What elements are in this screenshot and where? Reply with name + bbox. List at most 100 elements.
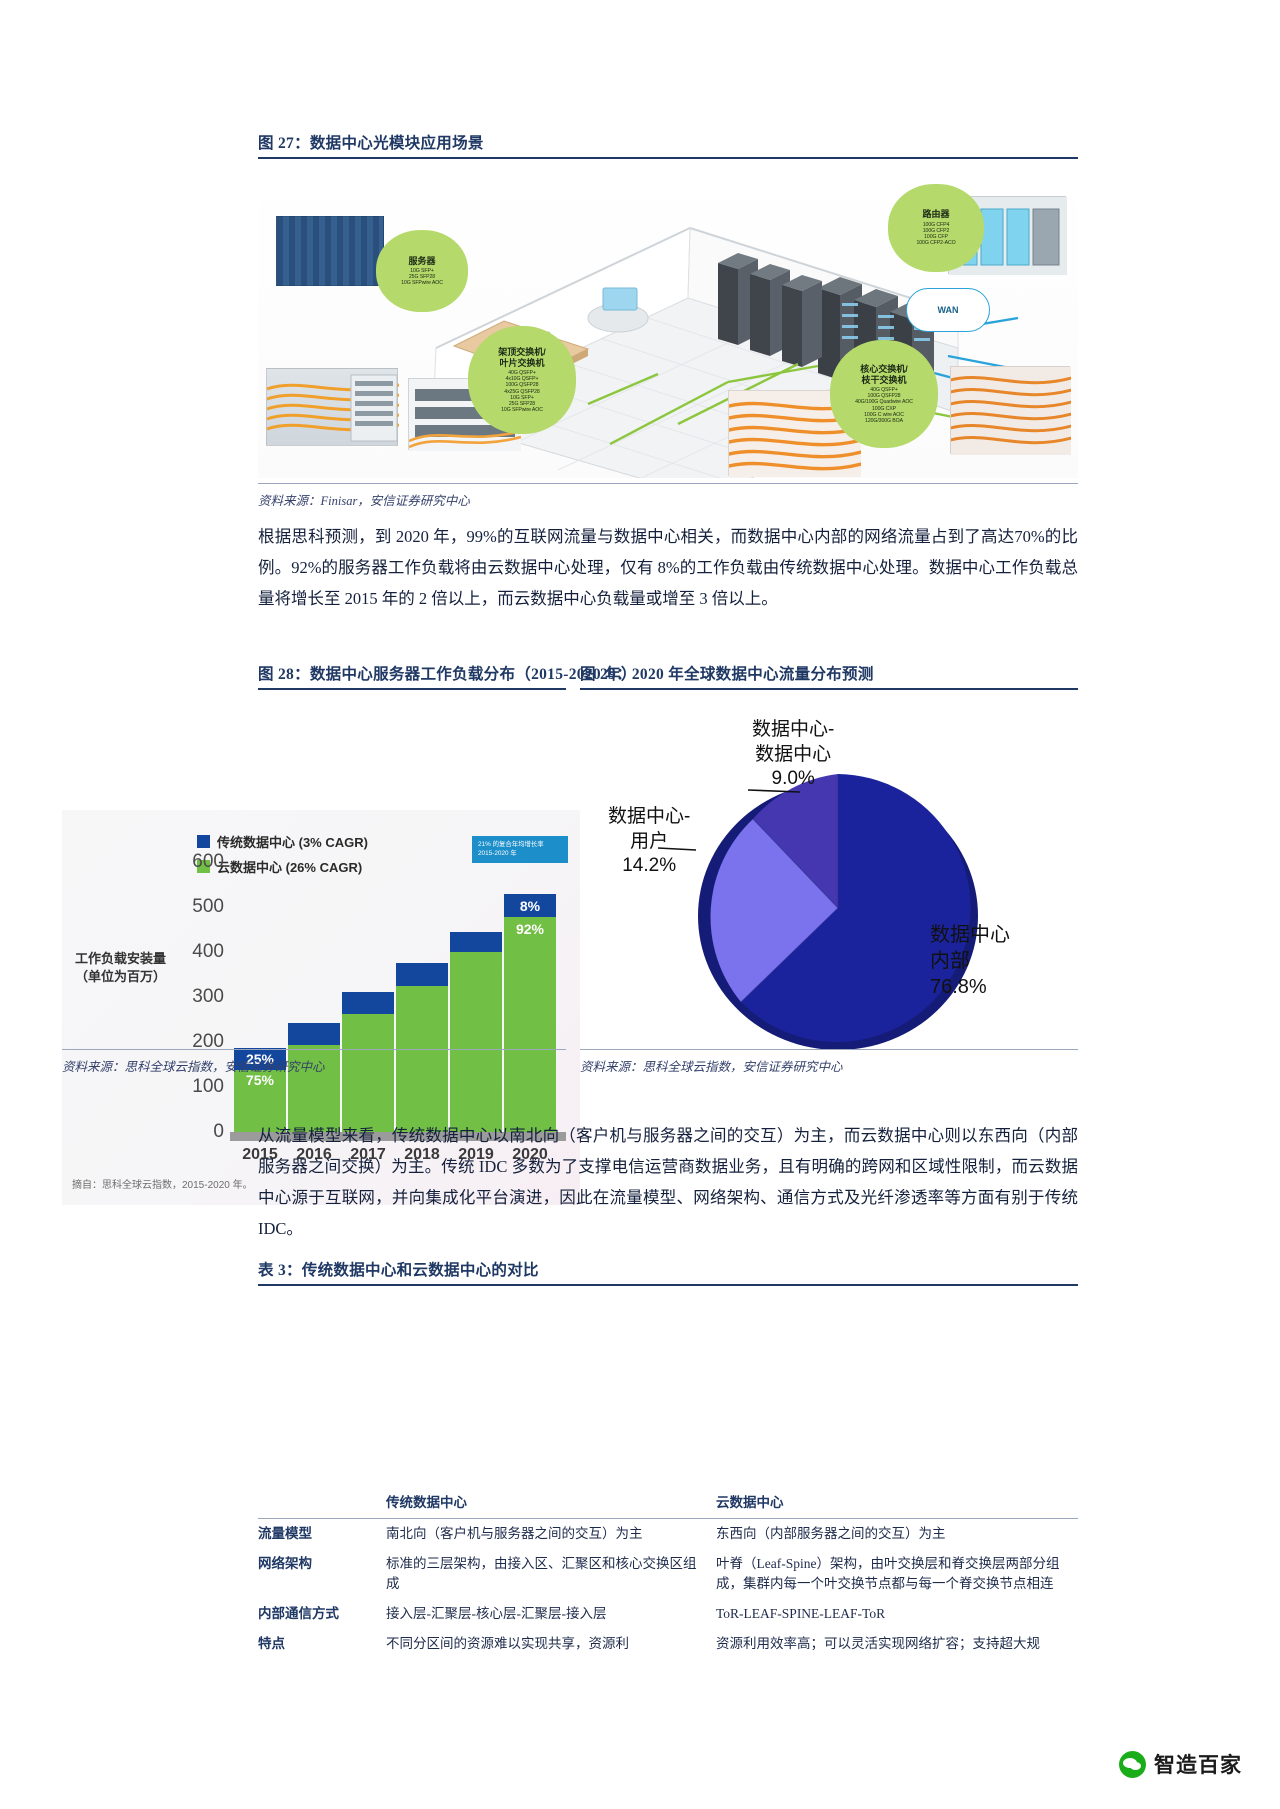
callout-server-line-1: 10G SFP+ — [410, 268, 434, 275]
figure28-bottom-rule — [62, 1049, 566, 1050]
figure29-title: 图 29：2020 年全球数据中心流量分布预测 — [580, 666, 874, 683]
cagr-badge: 21% 的复合年均增长率 2015-2020 年 — [472, 836, 568, 864]
callout-core-line-2: 100G QSFP28 — [867, 393, 901, 400]
table3-cell-cloud-3: 资源利用效率高；可以灵活实现网络扩容；支持超大规 — [716, 1636, 1040, 1651]
ytick-500: 500 — [192, 896, 224, 917]
table-row: 网络架构 标准的三层架构，由接入区、汇聚区和核心交换区组成 叶脊（Leaf-Sp… — [258, 1549, 1078, 1599]
bar-stack-2015: 25% 75% — [234, 1048, 286, 1132]
table3-row-label-2: 内部通信方式 — [258, 1606, 339, 1621]
bar-label-2015-cloud: 75% — [234, 1070, 286, 1132]
bar-label-2020-traditional: 8% — [504, 894, 556, 917]
cagr-badge-line2: 2015-2020 年 — [478, 849, 517, 857]
legend-swatch-traditional — [197, 835, 210, 848]
table-row: 内部通信方式 接入层-汇聚层-核心层-汇聚层-接入层 ToR-LEAF-SPIN… — [258, 1599, 1078, 1629]
table3-top-rule — [258, 1284, 1078, 1286]
table3-header-cloud: 云数据中心 — [716, 1495, 784, 1510]
bar-chart-footnote: 摘自：思科全球云指数，2015-2020 年。 — [72, 1180, 253, 1191]
table3-header-row: 传统数据中心 云数据中心 — [258, 1488, 1078, 1519]
table3-row-label-1: 网络架构 — [258, 1556, 312, 1571]
bar-label-2015-traditional: 25% — [234, 1048, 286, 1070]
bar-chart-plot-area: 25% 75% — [232, 862, 562, 1132]
table3-cell-traditional-1: 标准的三层架构，由接入区、汇聚区和核心交换区组成 — [386, 1556, 697, 1591]
callout-router: 路由器 100G CFP4 100G CFP2 100G CFP 100G CF… — [888, 184, 984, 272]
watermark-badge: 智造百家 — [1119, 1749, 1242, 1779]
xtick-2020: 2020 — [512, 1146, 548, 1163]
wan-text: WAN — [937, 305, 959, 315]
bar-stack-2016 — [288, 1023, 340, 1132]
table3-cell-cloud-1: 叶脊（Leaf-Spine）架构，由叶交换层和脊交换层两部分组成，集群内每一个叶… — [716, 1556, 1060, 1591]
bar-stack-2017 — [342, 992, 394, 1132]
figure29-bottom-rule — [580, 1049, 1078, 1050]
pie-label-dc-to-dc-line2: 数据中心 — [755, 743, 832, 765]
bar-seg-2017-cloud — [342, 1014, 394, 1132]
pie-label-dc-to-dc-line1: 数据中心- — [752, 719, 835, 740]
fiber-cables-art — [266, 374, 400, 442]
legend-label-cloud: 云数据中心 (26% CAGR) — [217, 860, 363, 875]
callout-core-line-6: 120G/300G BOA — [865, 417, 903, 424]
figure29-pie-chart: 数据中心- 数据中心 9.0% 数据中心- 用户 14.2% 数据中心 内部 7… — [600, 700, 1080, 1080]
callout-tor-line-7: 10G SFPwire AOC — [501, 406, 543, 413]
pie-label-dc-to-user-line2: 用户 — [630, 830, 669, 852]
table3-title: 表 3：传统数据中心和云数据中心的对比 — [258, 1262, 539, 1279]
legend-swatch-cloud — [197, 860, 210, 873]
bar-pct-2020-cloud: 92% — [515, 921, 545, 937]
watermark-text: 智造百家 — [1154, 1753, 1242, 1777]
callout-core-switch: 核心交换机/ 枝干交换机 40G QSFP+ 100G QSFP28 40G/1… — [830, 340, 938, 448]
legend-label-traditional: 传统数据中心 (3% CAGR) — [217, 835, 368, 850]
bar-chart-ylabel: 工作负载安装量（单位为百万） — [74, 951, 166, 984]
legend-item-traditional: 传统数据中心 (3% CAGR) — [197, 832, 368, 851]
table3-body: 流量模型 南北向（客户机与服务器之间的交互）为主 东西向（内部服务器之间的交互）… — [258, 1518, 1078, 1660]
xtick-2018: 2018 — [404, 1146, 440, 1163]
pie-value-dc-internal: 76.8% — [930, 976, 987, 998]
pie-label-dc-internal: 数据中心 内部 76.8% — [930, 922, 1010, 1000]
bar-seg-2016-cloud — [288, 1045, 340, 1132]
figure28-bar-chart: 传统数据中心 (3% CAGR) 云数据中心 (26% CAGR) 21% 的复… — [62, 810, 580, 1205]
callout-server-line-2: 25G SFP28 — [408, 274, 436, 281]
figure27-rule — [258, 157, 1078, 159]
callout-router-line-3: 100G CFP — [924, 234, 948, 241]
figure27-heading: 图 27：数据中心光模块应用场景 — [258, 131, 1078, 153]
ytick-600: 600 — [192, 851, 224, 872]
pie-label-dc-internal-line1: 数据中心 — [930, 924, 1010, 946]
table3-header-traditional: 传统数据中心 — [386, 1495, 467, 1510]
bar-stack-2018 — [396, 963, 448, 1132]
figure28-rule — [258, 688, 566, 690]
callout-tor-line-4: 4x25G QSFP28 — [504, 388, 540, 395]
pie-svg — [657, 774, 978, 1050]
table3-cell-traditional-0: 南北向（客户机与服务器之间的交互）为主 — [386, 1526, 643, 1541]
callout-router-line-1: 100G CFP4 — [922, 222, 950, 229]
xtick-2019: 2019 — [458, 1146, 494, 1163]
callout-core-line-5: 100G C wire AOC — [864, 411, 904, 418]
patch-panel-art — [946, 367, 1076, 455]
callout-tor-line-6: 25G SFP28 — [508, 400, 536, 407]
bar-chart-legend: 传统数据中心 (3% CAGR) 云数据中心 (26% CAGR) — [197, 832, 368, 882]
photo-fiber-patch-left — [266, 368, 400, 446]
bar-seg-2016-traditional — [288, 1023, 340, 1045]
callout-router-line-2: 100G CFP2 — [922, 228, 950, 235]
pie-label-dc-internal-line2: 内部 — [930, 950, 970, 972]
xtick-2016: 2016 — [296, 1146, 332, 1163]
ytick-200: 200 — [192, 1031, 224, 1052]
photo-server-stack — [276, 216, 384, 286]
callout-core-line-4: 100G CXP — [872, 405, 896, 412]
cagr-badge-line1: 21% 的复合年均增长率 — [478, 841, 544, 848]
callout-tor-switch-title: 架顶交换机/ 叶片交换机 — [498, 346, 546, 368]
callout-core-line-1: 40G QSFP+ — [870, 387, 898, 394]
bar-pct-2020-trad: 8% — [519, 897, 541, 914]
xtick-2015: 2015 — [242, 1146, 278, 1163]
ytick-300: 300 — [192, 986, 224, 1007]
figure27-title: 图 27：数据中心光模块应用场景 — [258, 135, 484, 152]
table-row: 特点 不同分区间的资源难以实现共享，资源利 资源利用效率高；可以灵活实现网络扩容… — [258, 1629, 1078, 1659]
bar-stack-2020: 8% 92% — [504, 894, 556, 1132]
figure27-source: 资料来源：Finisar，安信证券研究中心 — [258, 494, 470, 508]
figure29-source: 资料来源：思科全球云指数，安信证券研究中心 — [580, 1060, 843, 1074]
legend-item-cloud: 云数据中心 (26% CAGR) — [197, 857, 368, 876]
figure27-bottom-rule — [258, 483, 1078, 484]
xtick-2017: 2017 — [350, 1146, 386, 1163]
wan-cloud-label: WAN — [906, 288, 990, 332]
callout-server-title: 服务器 — [408, 255, 436, 266]
bar-stack-2019 — [450, 932, 502, 1132]
table3: 传统数据中心 云数据中心 流量模型 南北向（客户机与服务器之间的交互）为主 东西… — [258, 1488, 1078, 1659]
table-row: 流量模型 南北向（客户机与服务器之间的交互）为主 东西向（内部服务器之间的交互）… — [258, 1518, 1078, 1550]
